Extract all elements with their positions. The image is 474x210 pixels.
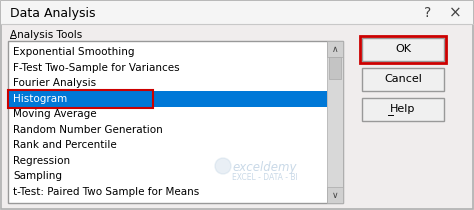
Text: OK: OK (395, 45, 411, 55)
Bar (327, 41, 343, 57)
Text: Exponential Smoothing: Exponential Smoothing (13, 47, 135, 57)
Bar (362, 98, 444, 121)
Text: exceldemy: exceldemy (233, 161, 297, 175)
Text: Regression: Regression (13, 156, 70, 166)
Bar (360, 36, 446, 63)
Text: Fourier Analysis: Fourier Analysis (13, 78, 96, 88)
Bar (329, 57, 341, 79)
Text: Rank and Percentile: Rank and Percentile (13, 140, 117, 150)
Bar (1, 1, 473, 24)
Text: Random Number Generation: Random Number Generation (13, 125, 163, 135)
Bar (362, 38, 444, 61)
Text: Data Analysis: Data Analysis (10, 7, 95, 20)
Text: F-Test Two-Sample for Variances: F-Test Two-Sample for Variances (13, 63, 180, 73)
Bar (8, 41, 343, 203)
Text: Cancel: Cancel (384, 75, 422, 84)
Bar (362, 68, 444, 91)
Text: Histogram: Histogram (13, 94, 67, 104)
Text: EXCEL - DATA - BI: EXCEL - DATA - BI (232, 173, 298, 182)
Text: ∧: ∧ (332, 45, 338, 54)
Bar (9, 91, 327, 107)
Text: ?: ? (424, 6, 432, 20)
Text: Moving Average: Moving Average (13, 109, 97, 119)
Bar (8, 89, 153, 108)
Text: Sampling: Sampling (13, 171, 62, 181)
Text: Help: Help (390, 105, 416, 114)
Text: Analysis Tools: Analysis Tools (10, 30, 82, 40)
Text: t-Test: Paired Two Sample for Means: t-Test: Paired Two Sample for Means (13, 187, 199, 197)
Circle shape (215, 158, 231, 174)
Text: ×: × (448, 5, 461, 21)
Bar (327, 41, 343, 203)
Text: ∨: ∨ (332, 190, 338, 199)
Bar (327, 187, 343, 203)
